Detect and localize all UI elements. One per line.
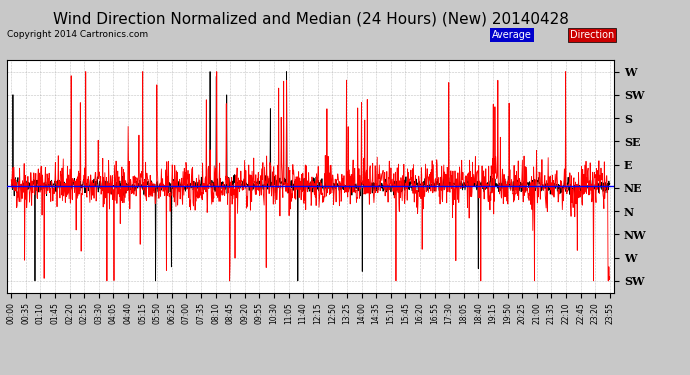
Text: Direction: Direction bbox=[570, 30, 614, 40]
Text: Wind Direction Normalized and Median (24 Hours) (New) 20140428: Wind Direction Normalized and Median (24… bbox=[52, 11, 569, 26]
Text: Copyright 2014 Cartronics.com: Copyright 2014 Cartronics.com bbox=[7, 30, 148, 39]
Text: Average: Average bbox=[492, 30, 532, 40]
